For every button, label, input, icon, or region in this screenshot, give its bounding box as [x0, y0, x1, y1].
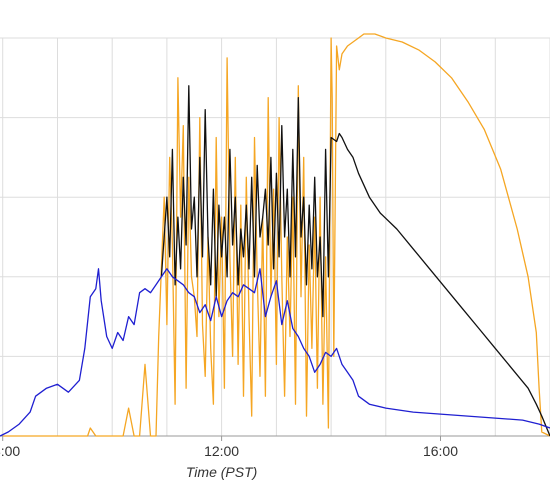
x-tick-label: 08:00 — [0, 443, 20, 459]
x-axis: 08:00 12:00 16:00 — [0, 436, 458, 459]
plot-area — [0, 33, 550, 437]
x-tick-label: 12:00 — [204, 443, 239, 459]
series-line-2 — [160, 85, 550, 437]
series-line-3 — [0, 268, 550, 437]
x-axis-title: Time (PST) — [186, 464, 257, 480]
x-tick-label: 16:00 — [423, 443, 458, 459]
